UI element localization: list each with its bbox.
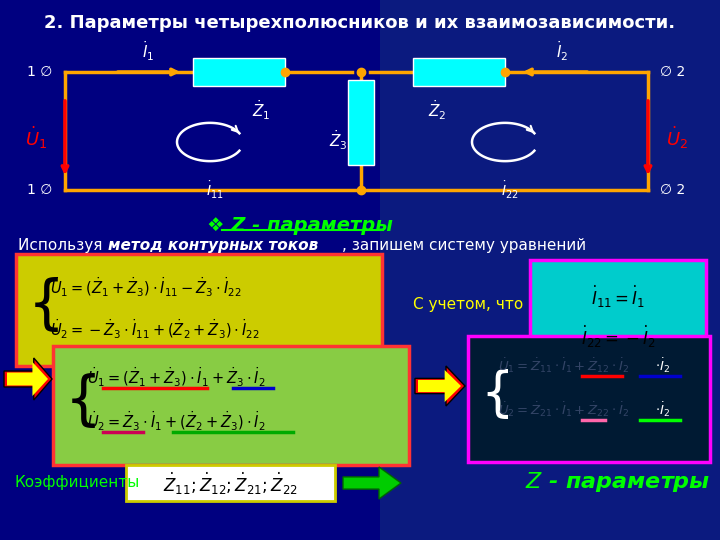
Text: $\dot{I}_{11}$: $\dot{I}_{11}$ [206,180,224,201]
Text: $\dot{U}_2 = \dot{Z}_3\cdot\dot{I}_1+(\dot{Z}_2+\dot{Z}_3)\cdot\dot{I}_2$: $\dot{U}_2 = \dot{Z}_3\cdot\dot{I}_1+(\d… [87,410,266,433]
Text: 1 ∅: 1 ∅ [27,65,52,79]
Text: $\dot{U}_2 = \dot{Z}_{21}\cdot\dot{I}_1+\dot{Z}_{22}\cdot\dot{I}_2$: $\dot{U}_2 = \dot{Z}_{21}\cdot\dot{I}_1+… [498,400,629,418]
Text: Коэффициенты: Коэффициенты [14,475,139,489]
Polygon shape [415,366,465,406]
FancyBboxPatch shape [193,58,285,86]
FancyBboxPatch shape [53,346,409,465]
Text: $\cdot\dot{I}_2$: $\cdot\dot{I}_2$ [655,400,670,418]
Text: {: { [480,369,513,421]
Text: $\dot{Z}_2$: $\dot{Z}_2$ [428,98,446,122]
Text: $\dot{U}_2 = -\dot{Z}_3\cdot\dot{I}_{11}+(\dot{Z}_2+\dot{Z}_3)\cdot\dot{I}_{22}$: $\dot{U}_2 = -\dot{Z}_3\cdot\dot{I}_{11}… [50,318,259,341]
Polygon shape [418,370,461,402]
Text: {: { [65,373,102,430]
Text: 1 ∅: 1 ∅ [27,183,52,197]
Text: $\dot{I}_2$: $\dot{I}_2$ [556,39,568,63]
Text: $\dot{I}_{11} = \dot{I}_1$: $\dot{I}_{11} = \dot{I}_1$ [591,284,645,310]
Text: $\dot{U}_2$: $\dot{U}_2$ [666,125,688,151]
Text: $\dot{U}_1 = \dot{Z}_{11}\cdot\dot{I}_1+\dot{Z}_{12}\cdot\dot{I}_2$: $\dot{U}_1 = \dot{Z}_{11}\cdot\dot{I}_1+… [498,356,629,375]
Text: , запишем систему уравнений: , запишем систему уравнений [342,238,586,253]
Text: $\dot{Z}_{11};\dot{Z}_{12};\dot{Z}_{21};\dot{Z}_{22}$: $\dot{Z}_{11};\dot{Z}_{12};\dot{Z}_{21};… [163,471,298,497]
Text: $\cdot\dot{I}_2$: $\cdot\dot{I}_2$ [655,356,670,375]
FancyBboxPatch shape [16,254,382,366]
Text: ∅ 2: ∅ 2 [660,183,685,197]
Text: ❖ Z - параметры: ❖ Z - параметры [207,216,393,235]
Polygon shape [343,467,401,499]
FancyBboxPatch shape [530,260,706,366]
Text: 2. Параметры четырехполюсников и их взаимозависимости.: 2. Параметры четырехполюсников и их взаи… [45,14,675,32]
Text: метод контурных токов: метод контурных токов [108,238,318,253]
FancyBboxPatch shape [413,58,505,86]
Text: $\dot{Z}_1$: $\dot{Z}_1$ [252,98,270,122]
Polygon shape [4,358,52,400]
Text: $\dot{U}_1$: $\dot{U}_1$ [25,125,47,151]
FancyBboxPatch shape [348,80,374,165]
Text: Используя: Используя [18,238,107,253]
Text: $\dot{I}_{22}$: $\dot{I}_{22}$ [501,180,519,201]
Text: $Z$ - параметры: $Z$ - параметры [526,470,711,494]
FancyBboxPatch shape [468,336,710,462]
Polygon shape [7,362,48,396]
Text: $\dot{I}_{22} = -\dot{I}_2$: $\dot{I}_{22} = -\dot{I}_2$ [581,324,655,350]
Text: {: { [28,278,65,334]
Text: $\dot{U}_1 = (\dot{Z}_1+\dot{Z}_3)\cdot\dot{I}_1+\dot{Z}_3\cdot\dot{I}_2$: $\dot{U}_1 = (\dot{Z}_1+\dot{Z}_3)\cdot\… [87,366,266,389]
Text: ∅ 2: ∅ 2 [660,65,685,79]
Text: $\dot{Z}_3$: $\dot{Z}_3$ [328,129,348,152]
Text: С учетом, что: С учетом, что [413,298,523,313]
Text: $\dot{U}_1 = (\dot{Z}_1+\dot{Z}_3)\cdot\dot{I}_{11}-\dot{Z}_3\cdot\dot{I}_{22}$: $\dot{U}_1 = (\dot{Z}_1+\dot{Z}_3)\cdot\… [50,276,241,299]
FancyBboxPatch shape [126,465,335,501]
Polygon shape [380,0,720,540]
Text: $\dot{I}_1$: $\dot{I}_1$ [142,39,154,63]
